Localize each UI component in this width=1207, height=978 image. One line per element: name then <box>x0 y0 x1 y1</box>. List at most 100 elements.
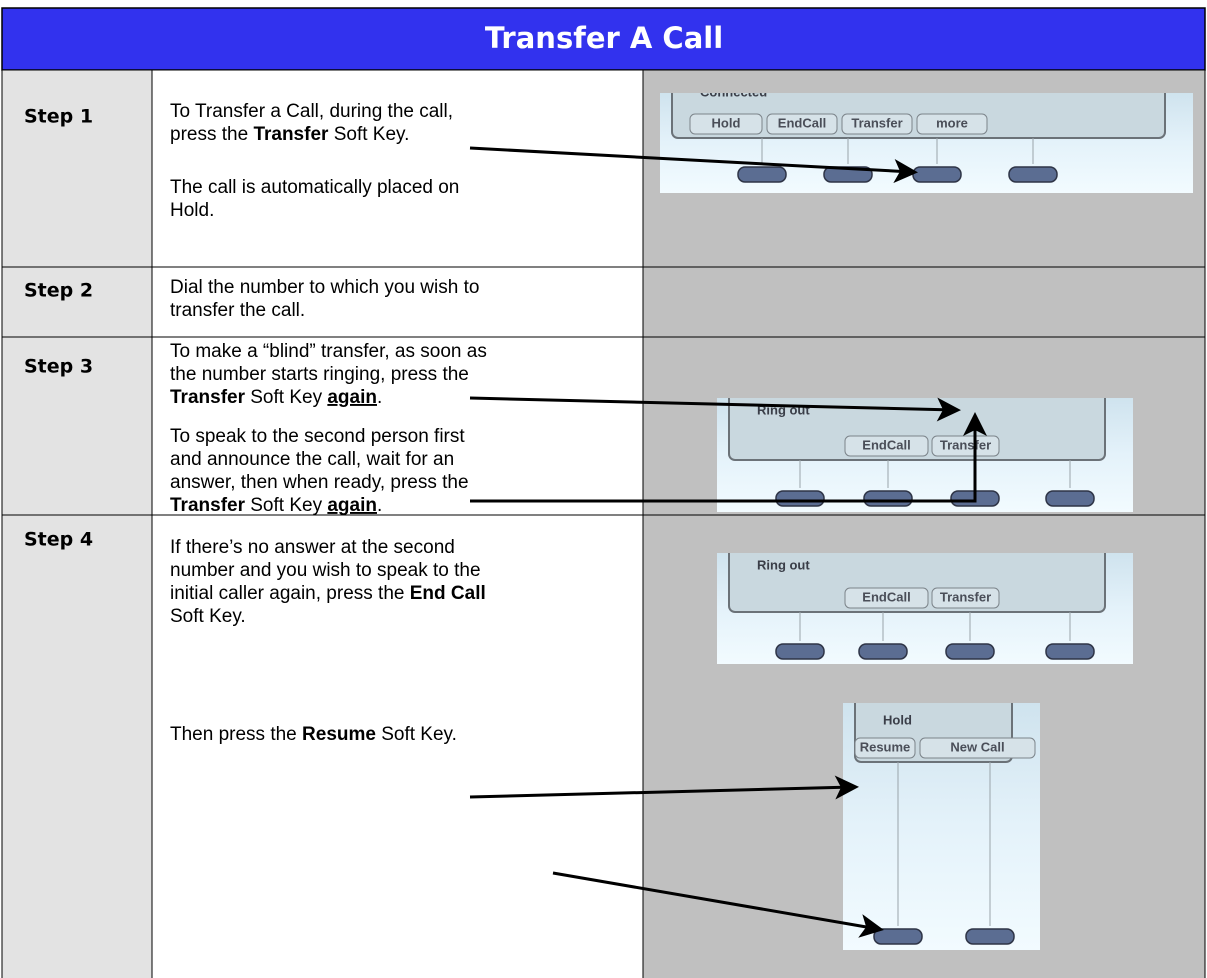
text-line: and announce the call, wait for an <box>170 449 454 470</box>
phone-button <box>775 490 825 507</box>
text-run: . <box>377 495 382 516</box>
arrow <box>469 146 918 184</box>
soft-key-label: Transfer <box>851 115 902 130</box>
soft-key-tab <box>844 435 929 457</box>
text-run: Transfer <box>170 387 246 408</box>
phone-button <box>858 643 908 660</box>
display <box>728 553 1106 613</box>
text-cell <box>151 514 644 978</box>
phone-button <box>737 166 787 183</box>
soft-key-tab <box>841 113 913 135</box>
text-run: transfer the call. <box>170 300 305 321</box>
phone-screen: Connected Hold EndCall Transfer more <box>660 84 1193 193</box>
step-cell <box>1 69 153 268</box>
text-run: initial caller again, press the <box>170 583 410 604</box>
text-line: To speak to the second person first <box>170 426 465 447</box>
text-line: initial caller again, press the End Call <box>170 583 486 604</box>
soft-key-label: Resume <box>860 739 911 754</box>
text-line: press the Transfer Soft Key. <box>170 124 409 145</box>
soft-key-label: Hold <box>712 115 741 130</box>
title: Transfer A Call <box>485 21 723 55</box>
soft-key-label: New Call <box>950 739 1004 754</box>
phone-button <box>1045 490 1095 507</box>
phone-screen: Hold Resume New Call <box>843 703 1040 950</box>
soft-key-tab <box>689 113 763 135</box>
arrow <box>469 775 859 800</box>
step-label: Step 1 <box>24 106 93 128</box>
phone-button <box>945 643 995 660</box>
phone-button <box>1008 166 1058 183</box>
soft-key-tab <box>916 113 988 135</box>
text-run: Then press the <box>170 724 302 745</box>
soft-key-tab <box>931 435 1000 457</box>
text-line: Hold. <box>170 200 214 221</box>
step-label: Step 4 <box>24 529 93 551</box>
text-run: Soft Key. <box>170 606 246 627</box>
text-run: again <box>327 495 377 516</box>
text-cell <box>151 69 644 268</box>
text-line: Then press the Resume Soft Key. <box>170 724 457 745</box>
text-line: To make a “blind” transfer, as soon as <box>170 341 487 362</box>
text-line: answer, then when ready, press the <box>170 472 469 493</box>
text-cell <box>151 336 644 516</box>
status-text: Connected <box>700 84 767 99</box>
arrow <box>469 396 961 422</box>
text-line: Transfer Soft Key again. <box>170 387 382 408</box>
text-run: answer, then when ready, press the <box>170 472 469 493</box>
image-cell <box>642 266 1206 338</box>
soft-key-label: Transfer <box>940 437 991 452</box>
phone-button <box>873 928 923 945</box>
text-run: Resume <box>302 724 376 745</box>
arrows <box>469 146 987 938</box>
arrow <box>552 871 884 938</box>
soft-key-tab <box>919 737 1036 759</box>
text-run: Dial the number to which you wish to <box>170 277 479 298</box>
text-run: Soft Key <box>245 387 327 408</box>
phone-button <box>965 928 1015 945</box>
status-text: Hold <box>883 712 912 727</box>
text-run: If there’s no answer at the second <box>170 537 455 558</box>
display <box>728 398 1106 461</box>
text-cell <box>151 266 644 338</box>
text-run: Hold. <box>170 200 214 221</box>
phone-button <box>1045 643 1095 660</box>
text-line: number and you wish to speak to the <box>170 560 481 581</box>
text-line: the number starts ringing, press the <box>170 364 469 385</box>
text-run: To Transfer a Call, during the call, <box>170 101 453 122</box>
soft-key-tab <box>766 113 838 135</box>
header-bar <box>1 7 1206 71</box>
text-run: the number starts ringing, press the <box>170 364 469 385</box>
text-line: Soft Key. <box>170 606 246 627</box>
soft-key-tab <box>931 587 1000 609</box>
text-run: Transfer <box>170 495 246 516</box>
text-line: Dial the number to which you wish to <box>170 277 479 298</box>
soft-key-label: EndCall <box>778 115 826 130</box>
step-cell <box>1 336 153 516</box>
text-run: again <box>327 387 377 408</box>
text-run: Transfer <box>253 124 329 145</box>
step-cell <box>1 266 153 338</box>
soft-key-label: EndCall <box>862 437 910 452</box>
text-run: Soft Key. <box>376 724 457 745</box>
phone-button <box>912 166 962 183</box>
phone-button <box>863 490 913 507</box>
text-line: To Transfer a Call, during the call, <box>170 101 453 122</box>
text-run: Soft Key. <box>328 124 409 145</box>
text-run: End Call <box>410 583 486 604</box>
text-line: Transfer Soft Key again. <box>170 495 382 516</box>
text-line: If there’s no answer at the second <box>170 537 455 558</box>
soft-key-label: more <box>936 115 968 130</box>
text-run: To make a “blind” transfer, as soon as <box>170 341 487 362</box>
text-run: The call is automatically placed on <box>170 177 459 198</box>
phone-button <box>823 166 873 183</box>
text-line: The call is automatically placed on <box>170 177 459 198</box>
text-run: press the <box>170 124 253 145</box>
step-label: Step 3 <box>24 356 93 378</box>
text-run: number and you wish to speak to the <box>170 560 481 581</box>
soft-key-tab <box>844 587 929 609</box>
step-label: Step 2 <box>24 280 93 302</box>
